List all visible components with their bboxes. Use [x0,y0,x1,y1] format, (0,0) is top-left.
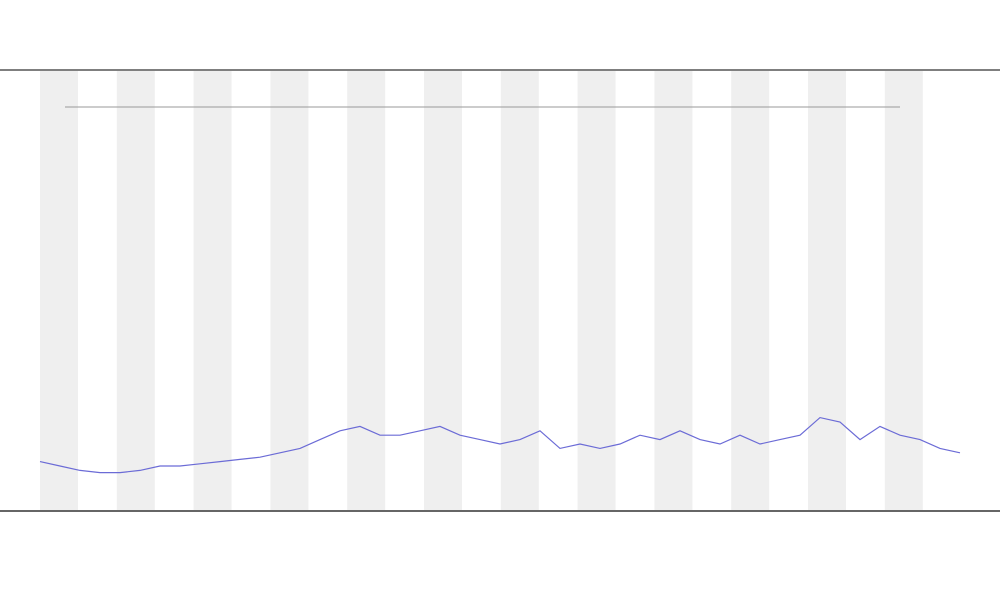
data-line [39,416,961,474]
band [424,71,462,510]
band [500,71,539,510]
band [40,71,78,510]
band [654,71,693,510]
band [731,71,770,510]
band [116,71,155,510]
band [270,71,309,510]
band [577,71,616,510]
band [347,71,386,510]
bands [40,71,923,510]
band [193,71,232,510]
band [808,71,846,510]
band [884,71,923,510]
